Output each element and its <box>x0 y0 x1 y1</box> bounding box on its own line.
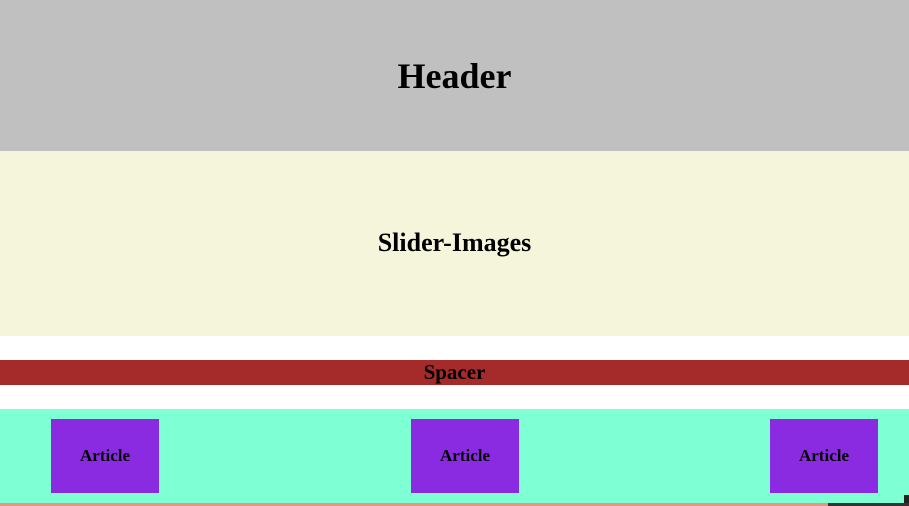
header-section: Header <box>0 0 909 151</box>
article-box: Article <box>411 419 519 493</box>
corner-mark <box>828 503 909 506</box>
spacer-label: Spacer <box>423 360 486 384</box>
slider-images-section: Slider-Images <box>0 151 909 336</box>
slider-title: Slider-Images <box>377 227 532 257</box>
article-box: Article <box>770 419 878 493</box>
article-box: Article <box>51 419 159 493</box>
articles-section: Article Article Article <box>0 409 909 503</box>
header-title: Header <box>397 55 512 96</box>
footer-strip <box>0 503 909 506</box>
spacer-section: Spacer <box>0 360 909 385</box>
corner-tick <box>904 495 909 503</box>
